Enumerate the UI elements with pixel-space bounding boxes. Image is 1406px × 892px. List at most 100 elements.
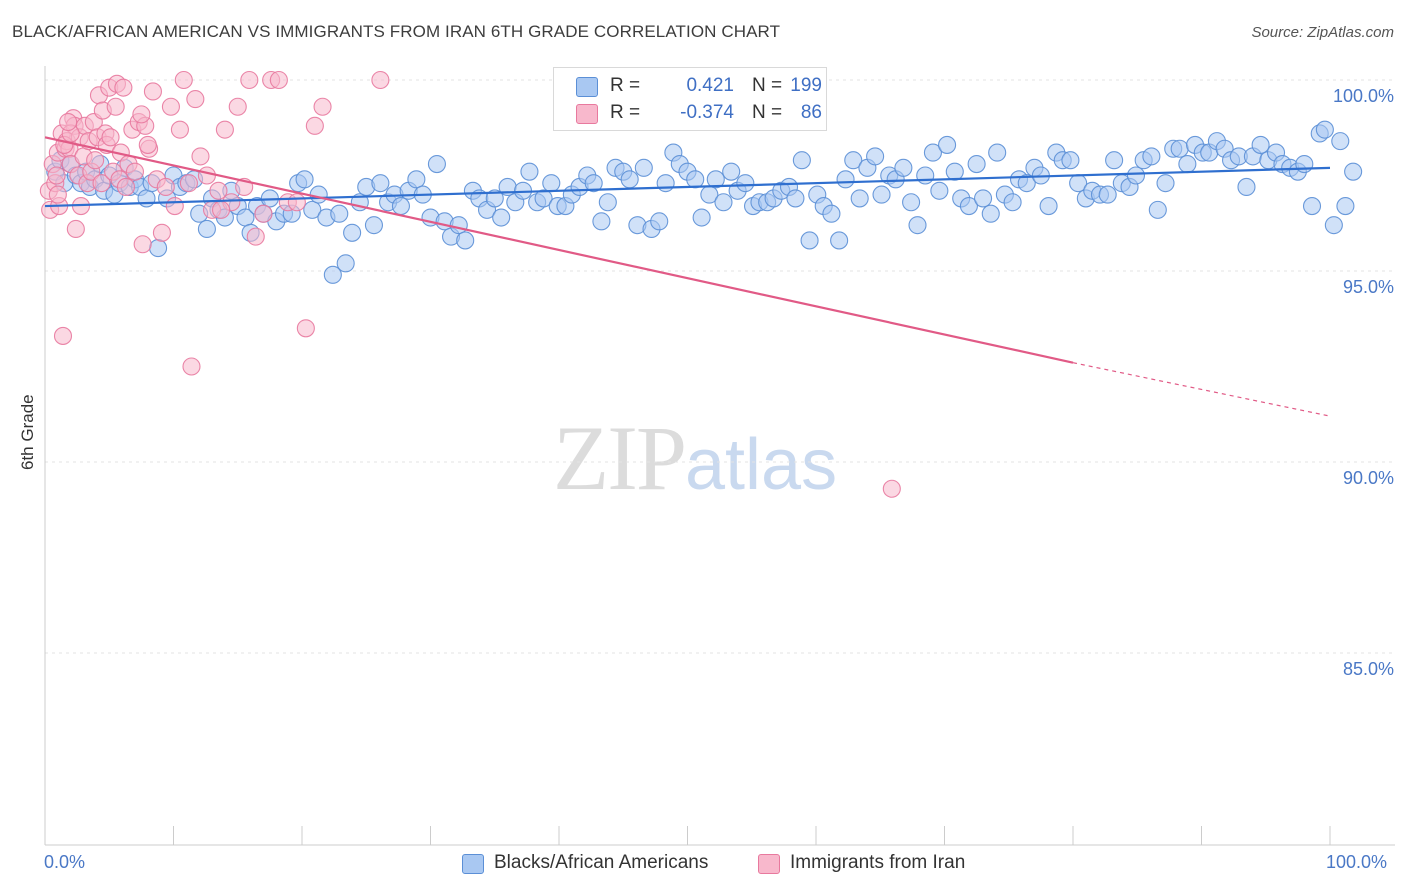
watermark-atlas: atlas [685,425,838,505]
point-blacks [916,166,935,185]
point-blacks [938,135,957,154]
point-blacks [1017,174,1036,193]
point-blacks [1302,197,1322,216]
point-iran [186,90,205,109]
point-blacks [1061,151,1080,170]
r-value: 0.421 [686,75,734,96]
point-blacks [542,174,561,193]
chart-title: BLACK/AFRICAN AMERICAN VS IMMIGRANTS FRO… [12,22,781,41]
point-iran [305,116,324,135]
point-blacks [830,231,849,250]
source-label: Source: ZipAtlas.com [1251,24,1394,41]
point-iran [170,120,189,139]
point-blacks [197,219,216,239]
point-blacks [1126,166,1146,185]
point-blacks [598,193,617,212]
point-iran [138,135,157,154]
point-blacks [1156,174,1175,193]
point-blacks [336,254,355,273]
point-blacks [449,216,468,235]
point-blacks [981,204,1000,223]
point-iran [53,326,73,345]
legend-label-iran: Immigrants from Iran [790,852,966,873]
point-blacks [364,216,384,235]
point-blacks [836,170,855,189]
point-blacks [1324,216,1343,235]
point-blacks [866,147,885,166]
point-iran [125,162,144,181]
point-blacks [822,204,841,223]
point-iran [66,219,85,239]
point-blacks [930,181,949,200]
point-iran [882,479,901,498]
r-label: R = [610,75,641,96]
point-iran [182,357,201,376]
point-blacks [149,239,168,258]
y-tick-label: 95.0% [1342,277,1394,297]
point-iran [371,70,390,90]
point-iran [47,166,66,185]
point-blacks [330,204,349,223]
point-blacks [1331,132,1350,151]
point-blacks [371,174,390,193]
point-blacks [520,162,539,181]
point-blacks [1003,193,1022,212]
legend-label-blacks: Blacks/African Americans [494,852,709,873]
n-value: 199 [790,75,822,96]
point-blacks [1251,135,1270,154]
point-blacks [872,185,891,204]
point-iran [246,227,265,246]
point-blacks [656,174,675,193]
point-iran [174,70,193,90]
point-blacks [736,174,755,193]
point-blacks [391,197,410,216]
point-blacks [792,151,811,170]
r-label: R = [610,102,641,123]
legend-swatch-iran [758,854,780,874]
point-blacks [534,189,553,208]
point-iran [132,105,151,124]
point-blacks [923,143,942,162]
point-blacks [1237,177,1256,197]
point-iran [143,82,162,101]
point-blacks [343,223,362,242]
point-blacks [620,170,639,189]
point-iran [287,193,306,212]
point-iran [48,185,67,204]
point-iran [114,78,133,97]
point-blacks [692,208,711,227]
point-blacks [686,170,705,189]
point-blacks [959,197,978,216]
point-blacks [634,158,653,177]
point-blacks [650,212,669,231]
point-blacks [456,231,475,250]
point-blacks [786,189,805,208]
point-iran [313,97,332,116]
point-blacks [1315,120,1334,139]
y-tick-label: 85.0% [1342,659,1394,679]
point-blacks [295,170,314,189]
point-blacks [1344,162,1363,181]
point-iran [152,223,171,242]
point-iran [92,174,111,193]
point-blacks [323,265,342,284]
swatch-blacks [576,77,598,97]
point-iran [240,70,259,90]
point-blacks [1098,185,1117,204]
r-value: -0.374 [680,102,734,123]
point-blacks [303,200,322,219]
point-blacks [988,143,1007,162]
n-label: N = [752,75,783,96]
point-iran [211,200,231,219]
point-iran [296,319,315,338]
point-blacks [1170,139,1189,158]
point-iran [116,177,136,197]
point-iran [269,70,288,90]
point-blacks [492,208,511,227]
point-blacks [1105,151,1124,170]
point-blacks [1039,197,1058,216]
point-blacks [722,162,741,181]
trend-line-iran [44,136,1074,364]
point-blacks [1336,197,1355,216]
point-blacks [844,151,863,170]
